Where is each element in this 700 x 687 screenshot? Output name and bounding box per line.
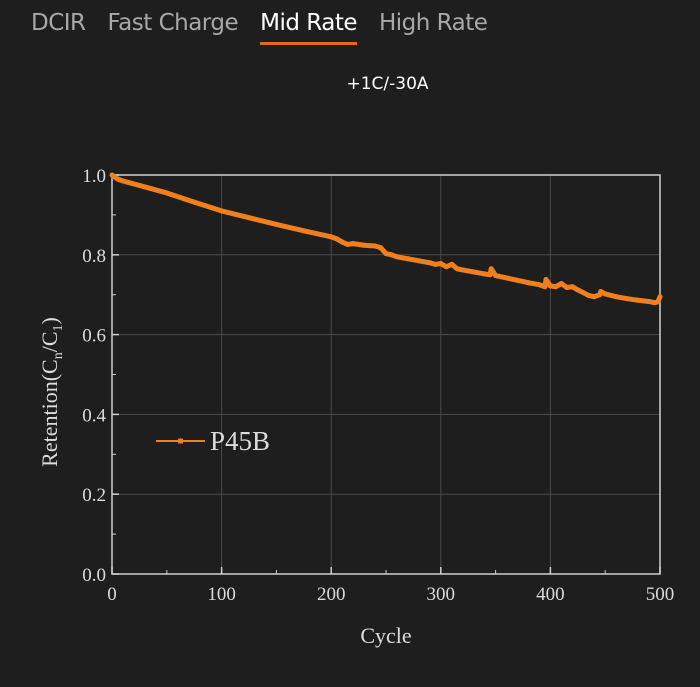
data-point	[334, 236, 340, 242]
data-point	[602, 291, 608, 297]
data-point	[525, 280, 531, 286]
data-point	[454, 266, 460, 272]
plot-frame	[111, 174, 661, 575]
data-point	[553, 284, 559, 290]
data-point	[432, 261, 438, 267]
chart-title: +1C/-30A	[346, 74, 429, 94]
data-point	[142, 184, 148, 190]
data-point	[542, 284, 548, 290]
data-point	[383, 251, 389, 257]
y-tick-label: 0.4	[82, 405, 106, 426]
y-tick-label: 0.8	[82, 246, 106, 267]
data-point	[109, 172, 115, 178]
series-line-p45b	[110, 172, 663, 306]
x-tick-label: 0	[107, 584, 117, 605]
data-point	[361, 242, 367, 248]
x-tick-label: 100	[207, 584, 236, 605]
data-point	[350, 241, 356, 247]
data-point	[558, 281, 564, 287]
data-point	[547, 283, 553, 289]
tab-fast-charge[interactable]: Fast Charge	[107, 10, 239, 36]
data-point	[273, 221, 279, 227]
data-point	[339, 239, 345, 245]
data-point	[460, 267, 466, 273]
data-point	[655, 299, 661, 305]
data-point	[493, 273, 499, 279]
data-point	[471, 269, 477, 275]
tab-mid-rate[interactable]: Mid Rate	[260, 10, 357, 45]
data-point	[219, 208, 225, 214]
data-point	[564, 285, 570, 291]
data-point	[438, 261, 444, 267]
tab-dcir[interactable]: DCIR	[31, 10, 86, 36]
y-axis-label: Retention(Cn/C1)	[37, 317, 66, 467]
data-point	[580, 290, 586, 296]
data-point	[328, 234, 334, 240]
data-point	[504, 275, 510, 281]
data-point	[427, 260, 433, 266]
data-point	[164, 190, 170, 196]
data-point	[191, 199, 197, 205]
data-point	[543, 277, 549, 283]
data-point	[482, 271, 488, 277]
data-point	[515, 277, 521, 283]
data-point	[598, 289, 604, 295]
y-tick-label: 0.0	[82, 565, 106, 586]
x-tick-label: 200	[317, 584, 346, 605]
data-point	[575, 287, 581, 293]
data-point	[416, 258, 422, 264]
tab-bar: DCIR Fast Charge Mid Rate High Rate	[31, 10, 488, 45]
data-point	[388, 252, 394, 258]
data-point	[591, 294, 597, 300]
data-point	[449, 261, 455, 267]
data-point	[345, 241, 351, 247]
data-point	[635, 297, 641, 303]
data-point	[394, 254, 400, 260]
data-point	[301, 228, 307, 234]
legend-label: P45B	[210, 426, 270, 456]
data-point	[624, 296, 630, 302]
x-tick-label: 300	[427, 584, 456, 605]
data-point	[114, 176, 120, 182]
data-point	[569, 284, 575, 290]
legend: P45B	[156, 426, 270, 456]
data-point	[120, 178, 126, 184]
data-point	[613, 294, 619, 300]
data-point	[372, 243, 378, 249]
data-point	[488, 266, 494, 272]
data-point	[646, 298, 652, 304]
data-point	[487, 272, 493, 278]
x-axis-label: Cycle	[360, 623, 411, 648]
data-point	[246, 215, 252, 221]
data-point	[378, 245, 384, 251]
legend-marker	[178, 438, 183, 444]
tab-high-rate[interactable]: High Rate	[379, 10, 488, 36]
data-point	[657, 294, 663, 300]
x-tick-label: 400	[536, 584, 565, 605]
data-point	[405, 256, 411, 262]
data-point	[586, 292, 592, 298]
y-tick-label: 0.2	[82, 485, 106, 506]
x-tick-label: 500	[646, 584, 675, 605]
data-point	[443, 264, 449, 270]
y-tick-label: 1.0	[82, 166, 106, 187]
data-point	[536, 282, 542, 288]
y-tick-label: 0.6	[82, 326, 106, 347]
